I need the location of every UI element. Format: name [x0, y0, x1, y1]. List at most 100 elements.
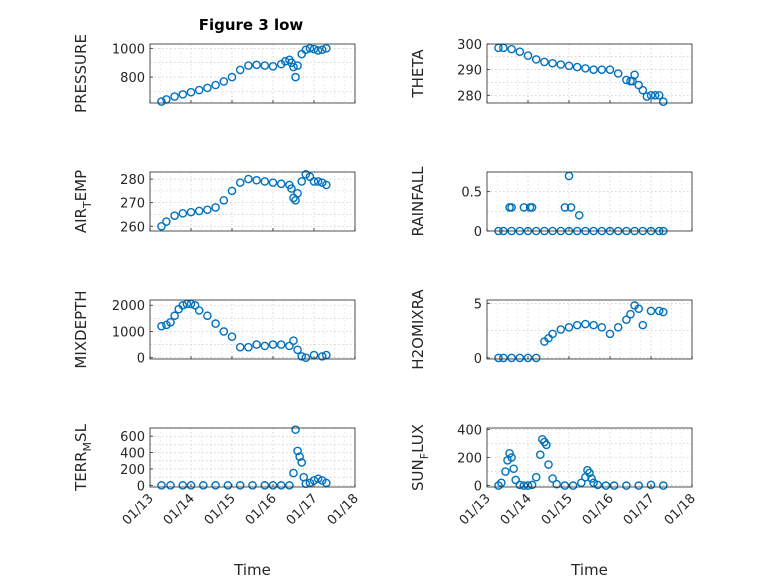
data-point: [157, 321, 166, 331]
data-point: [544, 460, 553, 469]
y-axis-label-main: AIR: [72, 208, 90, 233]
data-point: [494, 353, 503, 363]
data-point: [505, 448, 514, 458]
y-tick-label: 2000: [112, 299, 145, 314]
data-point: [638, 85, 648, 95]
data-point: [548, 329, 557, 339]
y-tick-label: 0: [474, 480, 482, 495]
y-axis-label: MIXDEPTH: [72, 290, 90, 368]
y-tick-label: 400: [120, 447, 145, 462]
data-point: [291, 425, 300, 434]
x-tick-label: 01/13: [120, 491, 157, 528]
x-tick-label: 01/17: [284, 491, 321, 528]
data-point: [613, 69, 623, 78]
data-point: [297, 352, 307, 361]
data-point: [531, 353, 541, 363]
data-point: [634, 80, 644, 90]
data-point: [501, 467, 510, 476]
data-point: [574, 210, 584, 220]
data-point: [162, 217, 171, 226]
axes-box: [486, 171, 693, 232]
data-point: [305, 44, 315, 53]
x-tick-label: 01/15: [539, 491, 576, 528]
data-point: [317, 352, 327, 361]
data-point: [646, 91, 656, 100]
data-point: [186, 481, 196, 490]
data-point: [293, 345, 302, 355]
data-point: [268, 62, 278, 71]
data-point: [268, 178, 278, 187]
data-point: [568, 481, 578, 490]
data-point: [235, 178, 245, 187]
data-point: [321, 180, 331, 190]
data-point: [309, 44, 319, 54]
data-point: [170, 211, 179, 220]
data-point: [321, 478, 331, 488]
x-tick-label: 01/14: [161, 491, 198, 528]
x-tick-label: 01/14: [498, 491, 535, 528]
data-point: [548, 474, 557, 483]
data-point: [589, 478, 598, 488]
y-tick-label: 280: [457, 89, 482, 104]
data-point: [211, 319, 220, 328]
data-point: [589, 65, 598, 74]
data-point: [178, 90, 188, 99]
y-tick-label: 800: [120, 71, 145, 86]
data-point: [252, 60, 261, 70]
y-axis-label-main: THETA: [409, 49, 427, 99]
y-axis-label: H2OMIXRA: [409, 289, 427, 370]
data-point: [609, 481, 619, 490]
x-tick-label: 01/16: [580, 491, 617, 528]
y-axis-label: AIRTEMP: [72, 170, 94, 233]
data-point: [260, 177, 270, 186]
y-tick-label: 0.5: [461, 186, 482, 201]
data-point: [523, 51, 533, 60]
data-point: [646, 306, 656, 316]
axes-box: [149, 299, 356, 360]
data-point: [260, 341, 270, 351]
data-point: [289, 468, 298, 478]
data-point: [194, 206, 204, 216]
data-point: [659, 307, 668, 317]
y-axis-label-rest: EMP: [72, 170, 90, 201]
y-tick-label: 260: [120, 220, 145, 235]
figure-title: Figure 3 low: [199, 16, 304, 34]
data-point: [540, 57, 549, 67]
y-tick-label: 600: [120, 430, 145, 445]
data-point: [515, 480, 525, 490]
data-point: [613, 323, 623, 332]
data-point: [642, 92, 652, 101]
subplot-pressure: 800 1000 PRESSURE: [72, 34, 356, 113]
x-tick-label: 01/16: [243, 491, 280, 528]
data-point: [227, 72, 237, 82]
data-point: [178, 481, 188, 490]
data-point: [585, 468, 594, 478]
data-point: [157, 481, 166, 490]
subplot-h2omixra: 0 5 H2OMIXRA: [409, 289, 693, 370]
data-point: [587, 474, 596, 483]
y-axis-label-rest: LUX: [409, 424, 427, 453]
y-tick-label: 280: [120, 173, 145, 188]
data-point: [186, 87, 196, 97]
data-point: [301, 353, 311, 362]
data-point: [268, 481, 278, 490]
data-point: [515, 353, 525, 363]
data-point: [235, 481, 245, 490]
data-point: [622, 481, 631, 490]
data-point: [593, 480, 603, 490]
data-point: [317, 45, 327, 55]
data-point: [572, 62, 582, 72]
y-axis-label-main: PRESSURE: [72, 34, 90, 113]
data-point: [507, 353, 516, 363]
y-axis-label-subscript: F: [418, 453, 431, 459]
data-point: [194, 85, 204, 95]
data-point: [203, 311, 212, 321]
data-point: [321, 44, 331, 53]
data-point: [166, 481, 175, 490]
y-tick-label: 1000: [112, 325, 145, 340]
data-point: [552, 479, 562, 489]
data-point: [622, 75, 631, 85]
data-point: [313, 474, 323, 484]
